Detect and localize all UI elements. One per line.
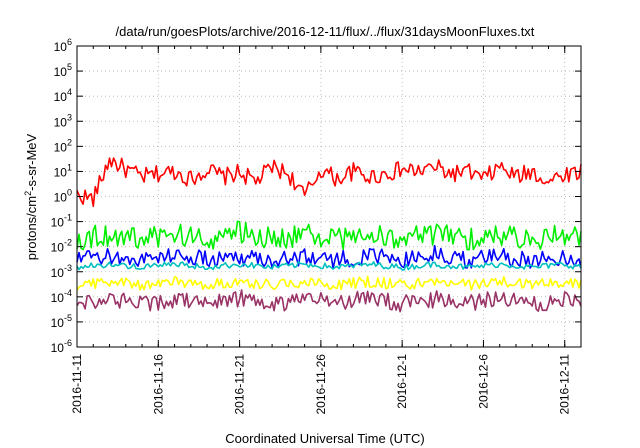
series-line-3 xyxy=(76,244,582,269)
y-tick-label: 101 xyxy=(54,162,72,179)
series-line-2 xyxy=(76,220,582,251)
y-tick-label: 10-4 xyxy=(51,288,72,305)
y-tick-label: 10-5 xyxy=(51,313,72,330)
y-tick-label: 104 xyxy=(54,87,72,104)
y-axis-label-part-1: protons/cm xyxy=(24,196,39,260)
y-tick-label: 102 xyxy=(54,137,72,154)
y-tick-label: 106 xyxy=(54,37,72,54)
x-tick-label: 2016-11-26 xyxy=(314,354,328,415)
y-tick-label: 10-2 xyxy=(51,238,72,255)
series-line-5 xyxy=(76,275,582,291)
y-tick-label: 105 xyxy=(54,62,72,79)
x-tick-label: 2016-11-21 xyxy=(233,354,247,415)
x-axis-label: Coordinated Universal Time (UTC) xyxy=(225,431,424,446)
y-axis-label-part-2: -s-sr-MeV xyxy=(24,133,39,190)
series-line-4 xyxy=(76,261,582,271)
series-line-6 xyxy=(76,289,582,313)
x-tick-label: 2016-12-6 xyxy=(476,354,490,409)
y-tick-label: 103 xyxy=(54,112,72,129)
x-tick-label: 2016-11-16 xyxy=(151,354,165,415)
y-tick-label: 100 xyxy=(54,188,72,205)
y-axis-label: protons/cm2-s-sr-MeV xyxy=(23,133,39,260)
x-axis-ticks: 2016-11-11 2016-11-16 2016-11-21 2016-11-26… xyxy=(70,46,582,415)
x-tick-label: 2016-11-11 xyxy=(70,354,84,414)
y-axis-label-superscript: 2 xyxy=(23,191,33,196)
series-layer xyxy=(76,157,582,313)
y-tick-label: 10-1 xyxy=(51,213,72,230)
y-axis-ticks: 10-6 10-5 10-4 10-3 10-2 10-1 100 101 102 103 104 1… xyxy=(51,37,581,355)
y-tick-label: 10-6 xyxy=(51,338,72,355)
x-tick-label: 2016-12-1 xyxy=(395,354,409,409)
x-tick-label: 2016-12-11 xyxy=(558,354,572,415)
y-tick-label: 10-3 xyxy=(51,263,72,280)
chart-title: /data/run/goesPlots/archive/2016-12-11/f… xyxy=(116,24,535,39)
series-line-1 xyxy=(76,157,582,208)
